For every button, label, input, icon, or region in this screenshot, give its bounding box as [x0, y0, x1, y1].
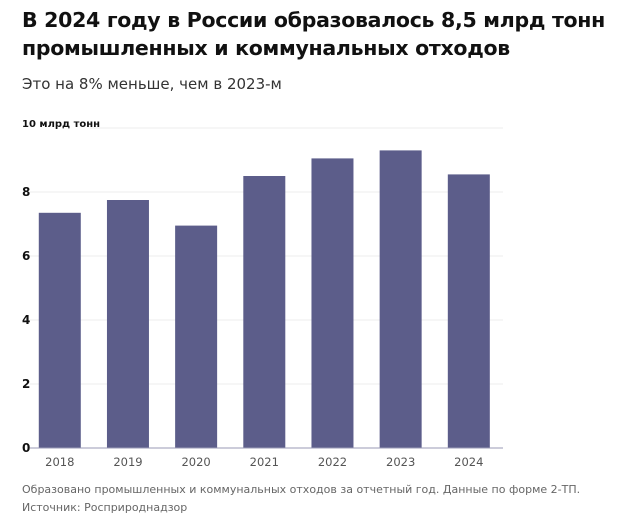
x-tick-label: 2023 — [386, 455, 415, 469]
y-tick-label: 8 — [22, 185, 30, 199]
bar-2024 — [447, 174, 490, 448]
x-tick-label: 2019 — [113, 455, 142, 469]
y-tick-label: 4 — [22, 313, 30, 327]
chart-source: Источник: Росприроднадзор — [22, 501, 188, 514]
bar-2018 — [38, 212, 81, 448]
y-tick-label: 0 — [22, 441, 30, 455]
bar-2022 — [311, 158, 354, 448]
chart-title: В 2024 году в России образовалось 8,5 мл… — [22, 8, 606, 60]
chart-subtitle: Это на 8% меньше, чем в 2023-м — [22, 75, 282, 93]
y-tick-label: 2 — [22, 377, 30, 391]
bar-2021 — [243, 176, 286, 448]
x-tick-label: 2022 — [318, 455, 347, 469]
chart-note: Образовано промышленных и коммунальных о… — [22, 483, 581, 496]
x-tick-label: 2020 — [181, 455, 210, 469]
bar-2020 — [175, 225, 218, 448]
bar-2019 — [106, 200, 149, 448]
y-tick-label: 10 млрд тонн — [22, 119, 100, 130]
x-tick-label: 2021 — [250, 455, 279, 469]
x-tick-label: 2024 — [454, 455, 483, 469]
x-tick-label: 2018 — [45, 455, 74, 469]
y-tick-label: 6 — [22, 249, 30, 263]
bar-2023 — [379, 150, 422, 448]
